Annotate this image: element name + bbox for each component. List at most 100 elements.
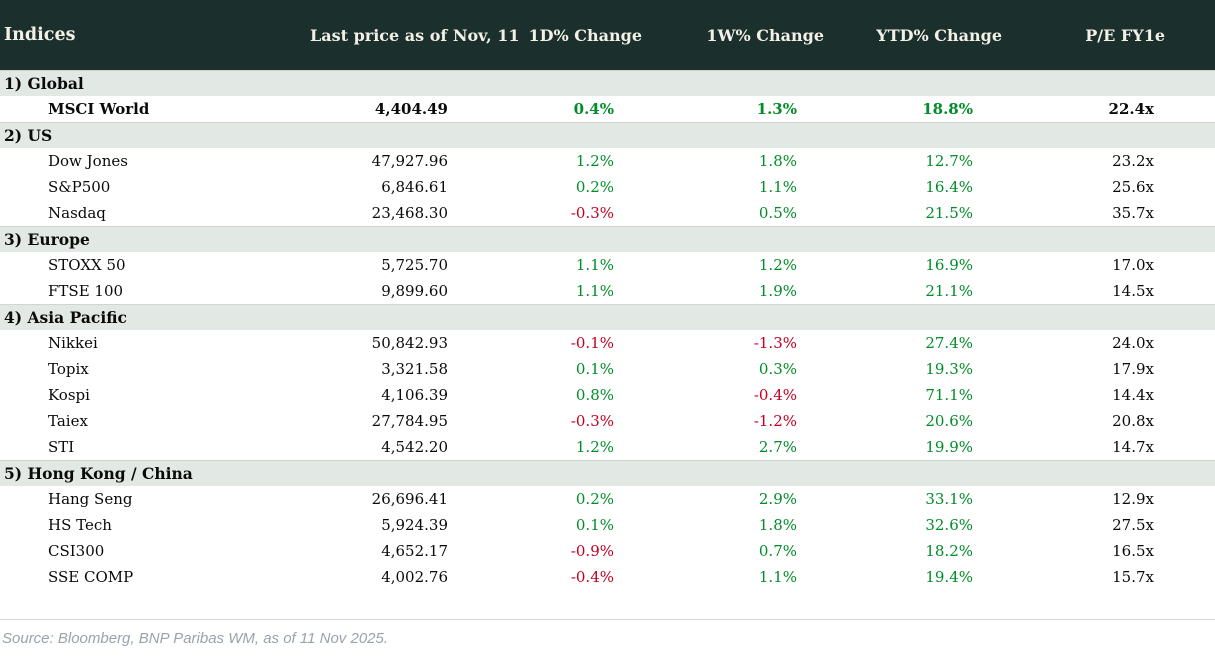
1d-change-value: 0.4% xyxy=(573,100,614,118)
1d-change-value: -0.3% xyxy=(570,204,614,222)
row-spacer xyxy=(1154,512,1215,538)
index-name: Topix xyxy=(48,360,89,378)
1w-change-value: 1.1% xyxy=(758,178,797,196)
1d-change-value: 0.2% xyxy=(575,178,614,196)
section-row: 1) Global xyxy=(0,70,1215,96)
footer-divider xyxy=(0,619,1215,620)
last-price-value: 3,321.58 xyxy=(381,360,448,378)
1d-change-value: -0.9% xyxy=(570,542,614,560)
ytd-change-value: 71.1% xyxy=(925,386,973,404)
pe-value: 14.5x xyxy=(1112,282,1154,300)
index-name: Taiex xyxy=(48,412,88,430)
1d-change-value: 0.2% xyxy=(575,490,614,508)
last-price-value: 4,542.20 xyxy=(381,438,448,456)
1w-change-value: 1.3% xyxy=(756,100,797,118)
table-row: SSE COMP 4,002.76 -0.4% 1.1% 19.4% 15.7x xyxy=(0,564,1215,590)
column-header-1w-change: 1W% Change xyxy=(706,25,824,45)
last-price-value: 4,652.17 xyxy=(381,542,448,560)
1w-change-value: 2.7% xyxy=(758,438,797,456)
index-name: Nikkei xyxy=(48,334,98,352)
ytd-change-value: 18.2% xyxy=(925,542,973,560)
table-row: Nikkei 50,842.93 -0.1% -1.3% 27.4% 24.0x xyxy=(0,330,1215,356)
ytd-change-value: 20.6% xyxy=(925,412,973,430)
index-name: Nasdaq xyxy=(48,204,106,222)
index-name: Hang Seng xyxy=(48,490,133,508)
ytd-change-value: 33.1% xyxy=(925,490,973,508)
row-spacer xyxy=(1154,330,1215,356)
table-row: Dow Jones 47,927.96 1.2% 1.8% 12.7% 23.2x xyxy=(0,148,1215,174)
last-price-value: 9,899.60 xyxy=(381,282,448,300)
1w-change-value: 2.9% xyxy=(758,490,797,508)
pe-value: 12.9x xyxy=(1112,490,1154,508)
ytd-change-value: 27.4% xyxy=(925,334,973,352)
ytd-change-value: 21.1% xyxy=(925,282,973,300)
ytd-change-value: 16.9% xyxy=(925,256,973,274)
1d-change-value: 1.1% xyxy=(575,282,614,300)
index-name: FTSE 100 xyxy=(48,282,124,300)
index-name: Kospi xyxy=(48,386,90,404)
column-header-pe-fy1e: P/E FY1e xyxy=(1085,25,1165,45)
index-name: Dow Jones xyxy=(48,152,128,170)
table-title: Indices xyxy=(4,25,76,45)
table-row: S&P500 6,846.61 0.2% 1.1% 16.4% 25.6x xyxy=(0,174,1215,200)
row-spacer xyxy=(1154,356,1215,382)
1d-change-value: -0.1% xyxy=(570,334,614,352)
1d-change-value: 1.1% xyxy=(575,256,614,274)
last-price-value: 27,784.95 xyxy=(371,412,448,430)
row-spacer xyxy=(1154,434,1215,460)
row-spacer xyxy=(1154,252,1215,278)
pe-value: 23.2x xyxy=(1112,152,1154,170)
index-name: S&P500 xyxy=(48,178,111,196)
1d-change-value: 0.8% xyxy=(575,386,614,404)
row-spacer xyxy=(1154,564,1215,590)
pe-value: 27.5x xyxy=(1112,516,1154,534)
pe-value: 17.9x xyxy=(1112,360,1154,378)
pe-value: 16.5x xyxy=(1112,542,1154,560)
last-price-value: 4,106.39 xyxy=(381,386,448,404)
row-spacer xyxy=(1154,278,1215,304)
ytd-change-value: 19.4% xyxy=(925,568,973,586)
table-row: CSI300 4,652.17 -0.9% 0.7% 18.2% 16.5x xyxy=(0,538,1215,564)
table-row: Topix 3,321.58 0.1% 0.3% 19.3% 17.9x xyxy=(0,356,1215,382)
pe-value: 14.4x xyxy=(1112,386,1154,404)
section-row: 5) Hong Kong / China xyxy=(0,460,1215,486)
section-row: 4) Asia Pacific xyxy=(0,304,1215,330)
row-spacer xyxy=(1154,538,1215,564)
ytd-change-value: 21.5% xyxy=(925,204,973,222)
index-name: MSCI World xyxy=(48,100,150,118)
last-price-value: 23,468.30 xyxy=(371,204,448,222)
1w-change-value: 1.1% xyxy=(758,568,797,586)
table-header-row: Indices Last price as of Nov, 11 1D% Cha… xyxy=(0,0,1215,70)
1d-change-value: 0.1% xyxy=(575,360,614,378)
table-row: HS Tech 5,924.39 0.1% 1.8% 32.6% 27.5x xyxy=(0,512,1215,538)
1w-change-value: -0.4% xyxy=(753,386,797,404)
1w-change-value: -1.2% xyxy=(753,412,797,430)
index-name: CSI300 xyxy=(48,542,105,560)
last-price-value: 26,696.41 xyxy=(371,490,448,508)
1w-change-value: 0.5% xyxy=(758,204,797,222)
pe-value: 15.7x xyxy=(1112,568,1154,586)
table-body: 1) Global MSCI World 4,404.49 0.4% 1.3% 18.8%… xyxy=(0,70,1215,590)
last-price-value: 6,846.61 xyxy=(381,178,448,196)
table-row: STI 4,542.20 1.2% 2.7% 19.9% 14.7x xyxy=(0,434,1215,460)
index-name: STOXX 50 xyxy=(48,256,126,274)
pe-value: 25.6x xyxy=(1112,178,1154,196)
1w-change-value: 1.9% xyxy=(758,282,797,300)
pe-value: 14.7x xyxy=(1112,438,1154,456)
column-header-1d-change: 1D% Change xyxy=(528,25,642,45)
table-row: Taiex 27,784.95 -0.3% -1.2% 20.6% 20.8x xyxy=(0,408,1215,434)
ytd-change-value: 19.9% xyxy=(925,438,973,456)
row-spacer xyxy=(1154,96,1215,122)
table-row: Nasdaq 23,468.30 -0.3% 0.5% 21.5% 35.7x xyxy=(0,200,1215,226)
ytd-change-value: 16.4% xyxy=(925,178,973,196)
1d-change-value: -0.3% xyxy=(570,412,614,430)
pe-value: 24.0x xyxy=(1112,334,1154,352)
table-row: MSCI World 4,404.49 0.4% 1.3% 18.8% 22.4x xyxy=(0,96,1215,122)
1w-change-value: 1.2% xyxy=(758,256,797,274)
index-name: HS Tech xyxy=(48,516,112,534)
pe-value: 17.0x xyxy=(1112,256,1154,274)
ytd-change-value: 18.8% xyxy=(922,100,973,118)
table-row: Hang Seng 26,696.41 0.2% 2.9% 33.1% 12.9x xyxy=(0,486,1215,512)
1d-change-value: 1.2% xyxy=(575,152,614,170)
